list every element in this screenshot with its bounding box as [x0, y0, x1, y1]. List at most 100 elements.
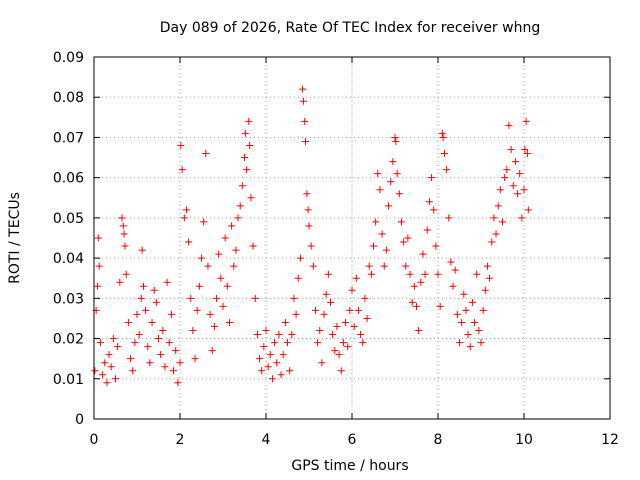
data-point	[393, 170, 401, 178]
data-point	[271, 339, 279, 347]
data-point	[354, 306, 362, 314]
data-point	[157, 351, 165, 359]
data-point	[473, 270, 481, 278]
x-tick-label: 10	[515, 432, 533, 448]
data-point	[144, 343, 152, 351]
data-point	[304, 206, 312, 214]
data-point	[443, 166, 451, 174]
data-point	[479, 306, 487, 314]
data-point	[277, 371, 285, 379]
x-tick-label: 6	[348, 432, 357, 448]
y-axis-label: ROTI / TECUs	[7, 192, 23, 284]
data-point	[337, 367, 345, 375]
data-point	[408, 298, 416, 306]
data-point	[91, 367, 99, 375]
data-point	[191, 355, 199, 363]
data-point	[305, 222, 313, 230]
data-point	[189, 327, 197, 335]
data-point	[509, 182, 517, 190]
data-point	[234, 214, 242, 222]
data-point	[367, 270, 375, 278]
data-point	[256, 355, 264, 363]
data-point	[288, 331, 296, 339]
x-axis-label: GPS time / hours	[291, 458, 408, 474]
data-point	[331, 347, 339, 355]
data-point	[344, 343, 352, 351]
data-point	[299, 97, 307, 105]
data-point	[296, 254, 304, 262]
data-point	[322, 290, 330, 298]
data-point	[163, 278, 171, 286]
data-point	[225, 318, 233, 326]
data-point	[365, 262, 373, 270]
data-point	[167, 310, 175, 318]
y-tick-label: 0.07	[53, 130, 84, 146]
data-point	[466, 343, 474, 351]
data-point	[303, 190, 311, 198]
data-point	[352, 274, 360, 282]
data-point	[503, 166, 511, 174]
data-point	[137, 294, 145, 302]
data-point	[511, 158, 519, 166]
data-point	[346, 306, 354, 314]
data-point	[415, 327, 423, 335]
data-point	[501, 174, 509, 182]
data-point	[241, 129, 249, 137]
data-point	[176, 359, 184, 367]
data-point	[363, 314, 371, 322]
data-point	[217, 274, 225, 282]
data-point	[260, 343, 268, 351]
data-point	[105, 351, 113, 359]
data-point	[204, 262, 212, 270]
data-point	[101, 359, 109, 367]
data-point	[523, 150, 531, 158]
data-point	[413, 302, 420, 310]
data-point	[246, 141, 254, 149]
data-point	[382, 246, 390, 254]
x-tick-label: 0	[90, 432, 99, 448]
data-point	[376, 186, 384, 194]
data-point	[301, 117, 309, 125]
data-point	[447, 258, 455, 266]
data-point	[172, 347, 180, 355]
data-point	[324, 270, 332, 278]
data-point	[380, 262, 388, 270]
data-point	[417, 278, 425, 286]
data-point	[428, 174, 436, 182]
data-point	[200, 218, 208, 226]
data-point	[507, 146, 515, 154]
data-point	[221, 234, 229, 242]
data-point	[522, 117, 530, 125]
data-point	[202, 150, 210, 158]
data-point	[273, 359, 281, 367]
data-point	[320, 310, 328, 318]
data-point	[96, 339, 104, 347]
data-point	[213, 294, 221, 302]
data-point	[118, 214, 126, 222]
data-point	[309, 262, 317, 270]
data-point	[236, 202, 244, 210]
data-point	[400, 238, 408, 246]
data-point	[245, 117, 253, 125]
data-point	[112, 375, 119, 383]
data-point	[425, 198, 433, 206]
data-point	[451, 266, 459, 274]
data-point	[253, 331, 261, 339]
data-point	[475, 327, 483, 335]
data-point	[385, 202, 393, 210]
data-point	[402, 262, 410, 270]
data-point	[488, 238, 496, 246]
data-point	[329, 331, 337, 339]
data-point	[449, 282, 457, 290]
data-point	[348, 286, 356, 294]
data-point	[99, 371, 107, 379]
data-point	[286, 367, 294, 375]
data-point	[496, 186, 504, 194]
data-point	[518, 214, 526, 222]
data-point	[251, 294, 259, 302]
data-point	[453, 310, 461, 318]
data-point	[464, 331, 472, 339]
data-point	[302, 137, 310, 145]
data-point	[492, 230, 500, 238]
data-point	[264, 363, 272, 371]
